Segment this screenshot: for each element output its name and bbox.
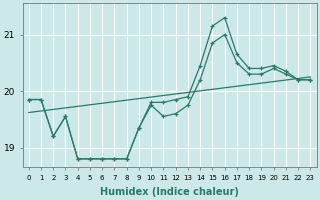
X-axis label: Humidex (Indice chaleur): Humidex (Indice chaleur) — [100, 187, 239, 197]
